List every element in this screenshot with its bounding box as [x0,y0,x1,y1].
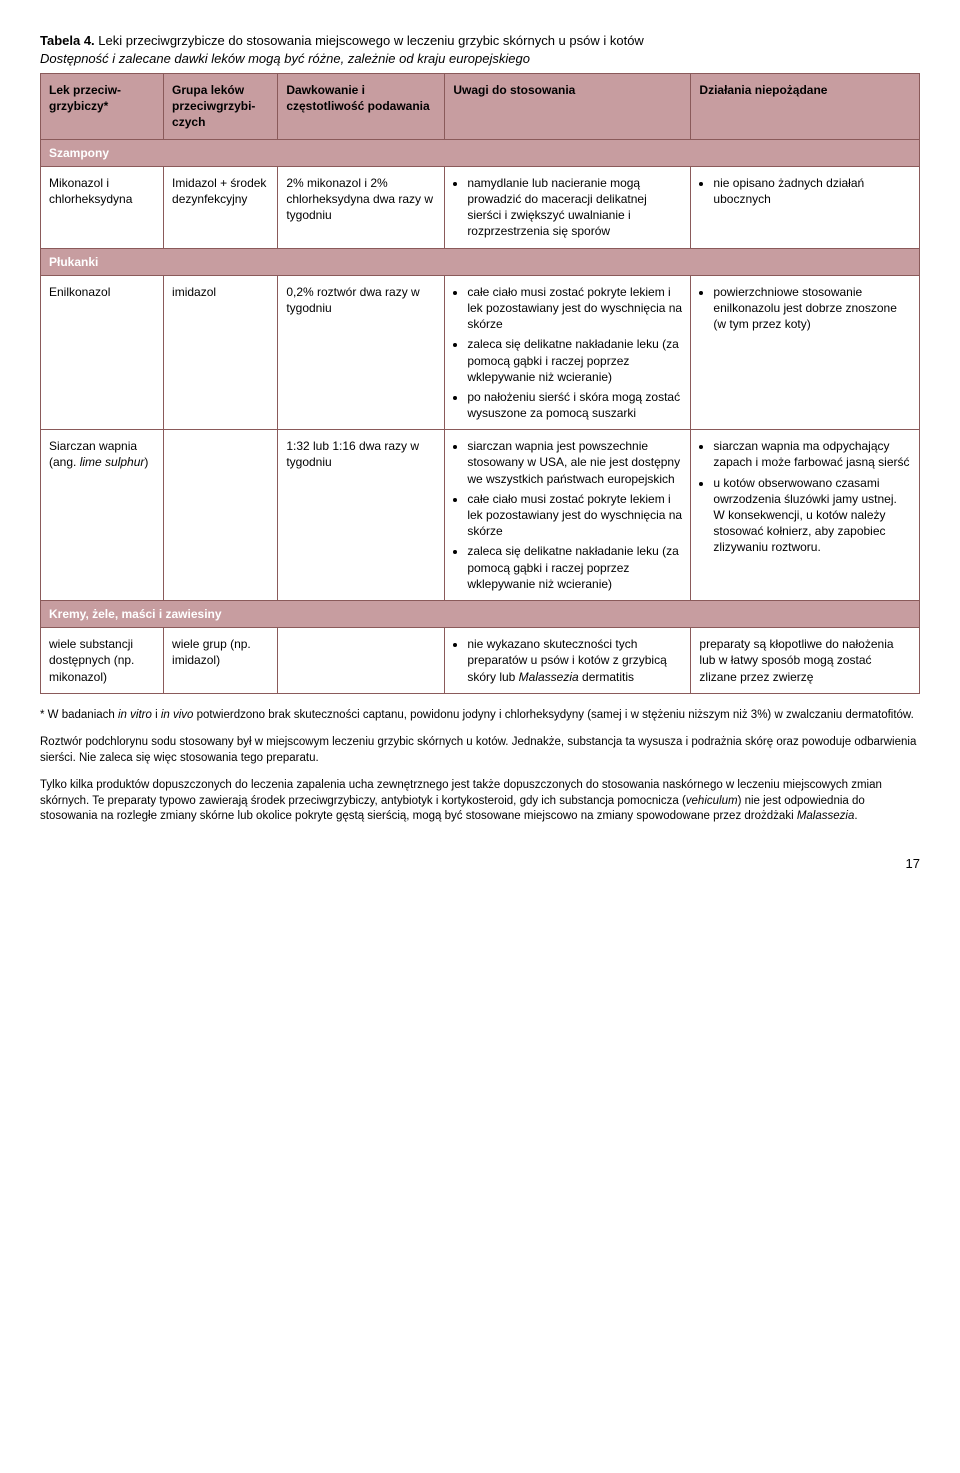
cell-notes: siarczan wapnia jest powszechnie stosowa… [445,430,691,601]
cell-group: wiele grup (np. imidazol) [164,628,278,694]
footnote: Roztwór podchlorynu sodu stosowany był w… [40,735,920,766]
col-header-side-effects: Działania niepożądane [691,74,920,140]
footnote: Tylko kilka produktów dopuszczonych do l… [40,778,920,825]
list-item: namydlanie lub nacieranie mogą prowadzić… [467,175,682,240]
list-item: u kotów obserwowano czasami owrzodzenia … [713,475,911,556]
list-item: nie wykazano skuteczności tych preparató… [467,636,682,685]
table-label: Tabela 4. [40,33,95,48]
cell-side-effects: nie opisano żadnych działań ubocznych [691,166,920,248]
list-item: powierzchniowe stosowanie enilkonazolu j… [713,284,911,333]
list-item: po nałożeniu sierść i skóra mogą zostać … [467,389,682,421]
table-header-row: Lek przeciw­grzybiczy* Grupa leków przec… [41,74,920,140]
footnote: * W badaniach in vitro i in vivo potwier… [40,708,920,724]
cell-dosage: 1:32 lub 1:16 dwa razy w tygodniu [278,430,445,601]
section-label: Kremy, żele, maści i zawiesiny [41,600,920,627]
cell-notes: namydlanie lub nacieranie mogą prowadzić… [445,166,691,248]
table-row: Mikonazol i chlorheksy­dyna Imidazol + ś… [41,166,920,248]
list-item: całe ciało musi zostać pokryte lekiem i … [467,491,682,540]
cell-dosage [278,628,445,694]
col-header-dosage: Dawkowanie i częstotliwość podawania [278,74,445,140]
table-row: Siarczan wapnia (ang. lime sulphur) 1:32… [41,430,920,601]
list-item: nie opisano żadnych działań ubocznych [713,175,911,207]
page-number: 17 [40,855,920,873]
drug-table: Lek przeciw­grzybiczy* Grupa leków przec… [40,73,920,694]
section-label: Płukanki [41,248,920,275]
cell-group: imidazol [164,275,278,430]
list-item: zaleca się delikatne nakładanie leku (za… [467,336,682,385]
cell-dosage: 0,2% roztwór dwa razy w tygodniu [278,275,445,430]
footnotes: * W badaniach in vitro i in vivo potwier… [40,708,920,825]
cell-drug: Siarczan wapnia (ang. lime sulphur) [41,430,164,601]
cell-drug: Enilkonazol [41,275,164,430]
section-plukanki: Płukanki [41,248,920,275]
cell-side-effects: preparaty są kłopotliwe do nałożenia lub… [691,628,920,694]
cell-side-effects: siarczan wapnia ma odpychający zapach i … [691,430,920,601]
table-subtitle: Dostępność i zalecane dawki leków mogą b… [40,51,530,66]
section-label: Szampony [41,139,920,166]
section-kremy: Kremy, żele, maści i zawiesiny [41,600,920,627]
cell-drug: Mikonazol i chlorheksy­dyna [41,166,164,248]
table-title: Leki przeciwgrzybicze do stosowania miej… [95,33,644,48]
cell-group: Imidazol + środek dezynfek­cyjny [164,166,278,248]
section-szampony: Szampony [41,139,920,166]
list-item: siarczan wapnia ma odpychający zapach i … [713,438,911,470]
cell-notes: całe ciało musi zostać pokryte lekiem i … [445,275,691,430]
list-item: zaleca się delikatne nakładanie leku (za… [467,543,682,592]
cell-side-effects: powierzchniowe stosowanie enilkonazolu j… [691,275,920,430]
table-caption: Tabela 4. Leki przeciwgrzybicze do stoso… [40,32,920,67]
cell-drug: wiele substancji dostępnych (np. mikonaz… [41,628,164,694]
col-header-group: Grupa leków przeciw­grzybi­czych [164,74,278,140]
table-row: wiele substancji dostępnych (np. mikonaz… [41,628,920,694]
cell-dosage: 2% mikonazol i 2% chlorheksydyna dwa raz… [278,166,445,248]
list-item: siarczan wapnia jest powszechnie stosowa… [467,438,682,487]
cell-group [164,430,278,601]
col-header-notes: Uwagi do stosowania [445,74,691,140]
table-row: Enilkonazol imidazol 0,2% roztwór dwa ra… [41,275,920,430]
col-header-drug: Lek przeciw­grzybiczy* [41,74,164,140]
cell-notes: nie wykazano skuteczności tych preparató… [445,628,691,694]
list-item: całe ciało musi zostać pokryte lekiem i … [467,284,682,333]
